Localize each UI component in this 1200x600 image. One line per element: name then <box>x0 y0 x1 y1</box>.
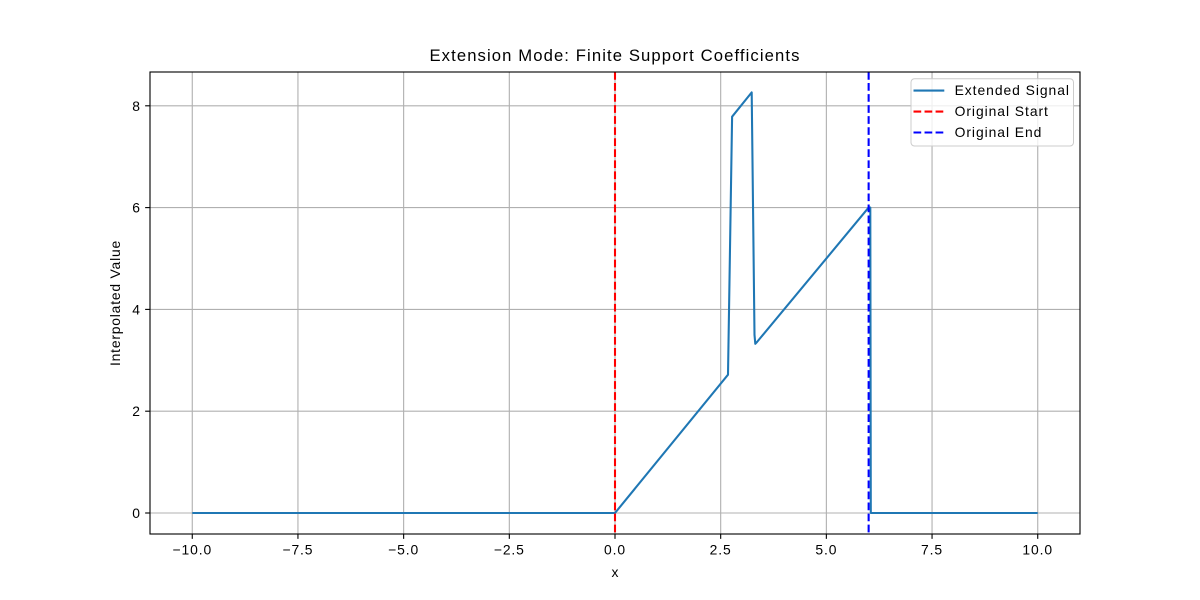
svg-text:5.0: 5.0 <box>815 542 837 558</box>
svg-text:Extended Signal: Extended Signal <box>955 82 1070 98</box>
svg-text:−7.5: −7.5 <box>282 542 313 558</box>
svg-text:Extension Mode: Finite Support: Extension Mode: Finite Support Coefficie… <box>429 46 800 65</box>
svg-text:0.0: 0.0 <box>604 542 626 558</box>
svg-text:6: 6 <box>132 200 140 216</box>
svg-text:7.5: 7.5 <box>921 542 943 558</box>
svg-text:10.0: 10.0 <box>1022 542 1053 558</box>
svg-text:Original End: Original End <box>955 124 1043 140</box>
svg-text:0: 0 <box>132 505 140 521</box>
svg-text:2: 2 <box>132 403 140 419</box>
svg-text:−10.0: −10.0 <box>172 542 212 558</box>
svg-text:2.5: 2.5 <box>710 542 732 558</box>
svg-text:−2.5: −2.5 <box>494 542 525 558</box>
svg-text:x: x <box>612 564 619 580</box>
svg-text:−5.0: −5.0 <box>388 542 419 558</box>
svg-text:8: 8 <box>132 98 140 114</box>
svg-text:4: 4 <box>132 301 140 317</box>
svg-text:Interpolated Value: Interpolated Value <box>107 240 123 366</box>
svg-text:Original Start: Original Start <box>955 103 1049 119</box>
